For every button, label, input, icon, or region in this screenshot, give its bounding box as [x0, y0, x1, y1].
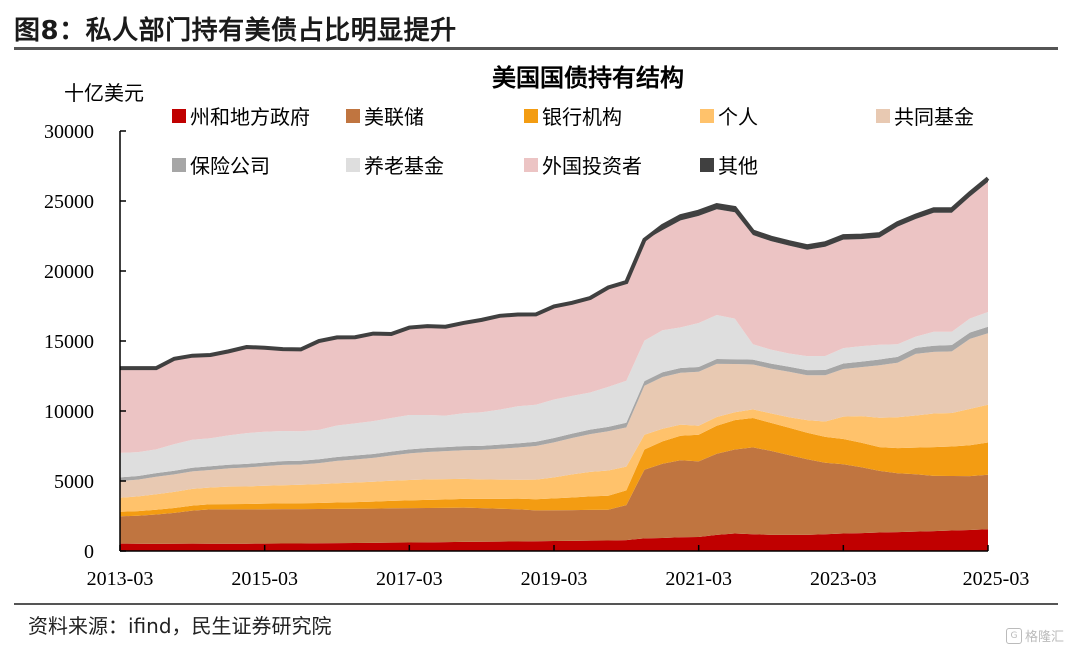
- area-series-6: [120, 312, 988, 478]
- legend-label: 其他: [718, 154, 758, 178]
- area-series-1: [120, 447, 988, 544]
- legend-label: 外国投资者: [542, 154, 642, 178]
- y-tick-label: 20000: [44, 261, 94, 283]
- x-tick-label: 2025-03: [963, 568, 1030, 590]
- x-tick-label: 2023-03: [810, 568, 877, 590]
- figure-title: 图8：私人部门持有美债占比明显提升: [14, 16, 457, 46]
- watermark-text: 格隆汇: [1024, 630, 1064, 645]
- legend-label: 州和地方政府: [190, 105, 310, 129]
- legend-label: 养老基金: [364, 154, 444, 178]
- legend-swatch: [172, 158, 186, 172]
- legend-label: 共同基金: [894, 105, 974, 129]
- legend-swatch: [346, 109, 360, 123]
- area-series-top-edge: [120, 176, 990, 371]
- x-tick-label: 2017-03: [376, 568, 443, 590]
- legend-swatch: [524, 109, 538, 123]
- legend-swatch: [346, 158, 360, 172]
- watermark-logo-icon: G: [1005, 627, 1022, 644]
- y-tick-label: 30000: [44, 121, 94, 143]
- area-series-3: [120, 404, 988, 512]
- area-series-4: [120, 333, 988, 498]
- legend-swatch: [524, 158, 538, 172]
- y-tick-label: 0: [84, 541, 94, 563]
- area-series-7: [120, 181, 988, 453]
- axes: 0 5000 10000 15000 20000 25000 30000 2013-03 201…: [44, 121, 1029, 590]
- legend-swatch: [700, 109, 714, 123]
- legend-swatch: [876, 109, 890, 123]
- legend-swatch: [172, 109, 186, 123]
- y-tick-label: 15000: [44, 331, 94, 353]
- legend-swatch: [700, 158, 714, 172]
- legend-label: 保险公司: [190, 154, 270, 178]
- area-series-group: [120, 176, 990, 551]
- x-tick-label: 2019-03: [521, 568, 588, 590]
- legend-label: 个人: [718, 105, 758, 129]
- y-tick-label: 5000: [54, 471, 94, 493]
- area-series-2: [120, 418, 988, 517]
- legend-label: 银行机构: [542, 105, 622, 129]
- footer-rule: [14, 603, 1058, 605]
- x-tick-label: 2021-03: [665, 568, 732, 590]
- title-rule: [14, 47, 1058, 50]
- x-tick-label: 2015-03: [231, 568, 298, 590]
- chart-title: 美国国债持有结构: [492, 64, 684, 92]
- watermark: G 格隆汇: [1005, 626, 1064, 645]
- x-tick-label: 2013-03: [87, 568, 154, 590]
- area-series-5: [120, 326, 988, 481]
- y-axis-label: 十亿美元: [64, 81, 144, 105]
- legend-label: 美联储: [364, 105, 424, 129]
- y-tick-label: 10000: [44, 401, 94, 423]
- source-note: 资料来源：ifind，民生证券研究院: [28, 614, 332, 638]
- y-tick-label: 25000: [44, 191, 94, 213]
- area-series-0: [120, 529, 988, 551]
